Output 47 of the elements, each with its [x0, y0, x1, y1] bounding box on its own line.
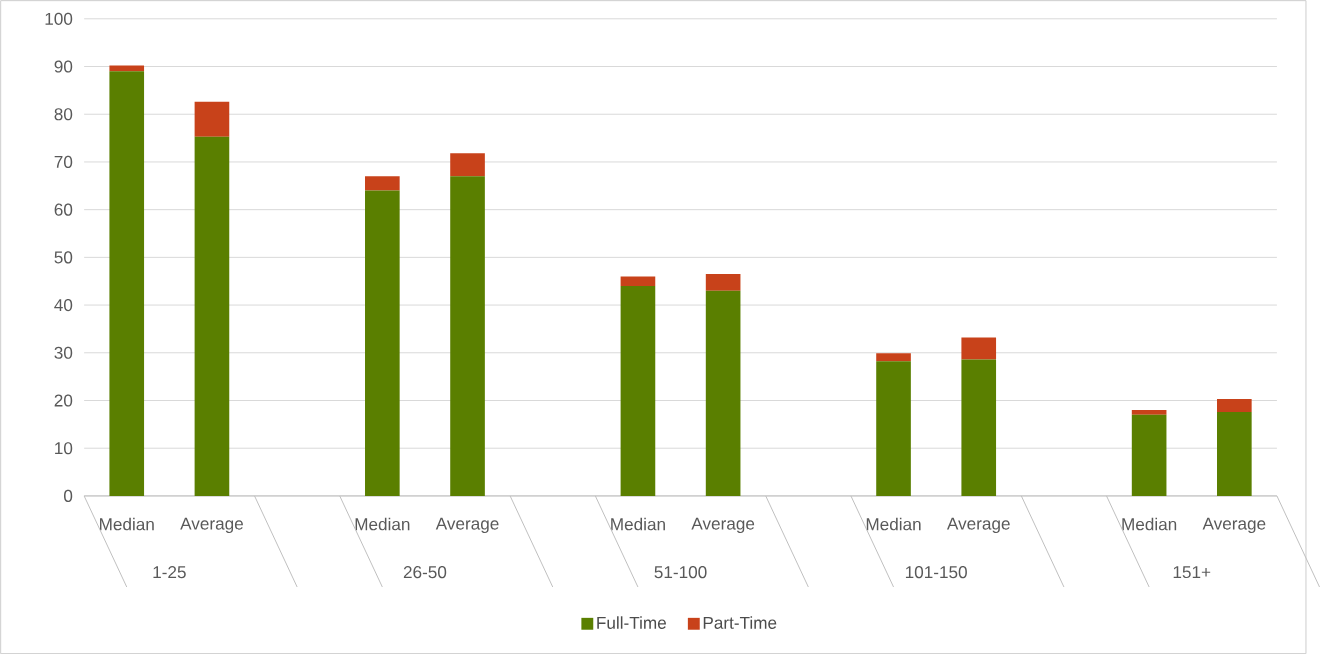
bar [620, 276, 656, 286]
bar [705, 273, 741, 291]
bar [194, 101, 230, 137]
bar [109, 71, 145, 496]
bar [1217, 398, 1252, 412]
y-tick-label: 50 [54, 251, 73, 264]
x-tick-label: Average [691, 517, 755, 533]
bar [1131, 414, 1167, 496]
bar [876, 361, 911, 496]
bar [194, 136, 230, 496]
text: 51-100 [654, 565, 707, 579]
y-tick-label: 80 [54, 108, 73, 121]
x-tick-label: Median [100, 517, 154, 531]
text: 1-25 [153, 565, 186, 579]
x-tick-label: Average [946, 517, 1010, 533]
y-tick-label: 30 [54, 346, 73, 359]
bar [961, 359, 997, 496]
bar [961, 337, 997, 360]
bar [1131, 409, 1167, 415]
x-tick-label: Median [866, 517, 921, 531]
bar [1217, 411, 1252, 496]
x-tick-label: Average [435, 517, 499, 533]
bar [450, 176, 485, 496]
bar [876, 353, 911, 362]
y-tick-label: 60 [54, 203, 73, 216]
bar [450, 153, 485, 177]
legend-label: Full-Time [597, 616, 666, 629]
legend-label: Part-Time [703, 616, 777, 629]
x-tick-label: Median [611, 517, 665, 531]
x-tick-label: Average [180, 517, 243, 533]
y-tick-label: 10 [55, 441, 73, 455]
bar [365, 190, 400, 496]
y-tick-label: 70 [54, 155, 73, 168]
x-tick-label: Median [1122, 517, 1177, 531]
bar [620, 285, 656, 496]
y-tick-label: 40 [54, 298, 73, 311]
x-tick-label: Average [1202, 517, 1266, 533]
y-tick-label: 20 [54, 394, 73, 407]
bar [705, 290, 741, 496]
bar [365, 176, 400, 191]
y-tick-label: 100 [45, 12, 73, 25]
y-tick-label: 0 [64, 489, 73, 502]
text: 26-50 [403, 565, 447, 579]
x-tick-label: Median [355, 517, 410, 531]
text: 101-150 [905, 565, 967, 579]
y-tick-label: 90 [54, 60, 73, 73]
text: 151+ [1173, 566, 1211, 578]
